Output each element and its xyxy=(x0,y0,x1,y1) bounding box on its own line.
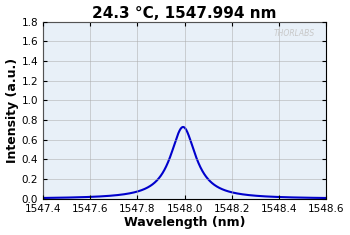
X-axis label: Wavelength (nm): Wavelength (nm) xyxy=(124,216,245,229)
Text: THORLABS: THORLABS xyxy=(274,29,315,38)
Y-axis label: Intensity (a.u.): Intensity (a.u.) xyxy=(6,58,19,163)
Title: 24.3 °C, 1547.994 nm: 24.3 °C, 1547.994 nm xyxy=(92,6,277,20)
